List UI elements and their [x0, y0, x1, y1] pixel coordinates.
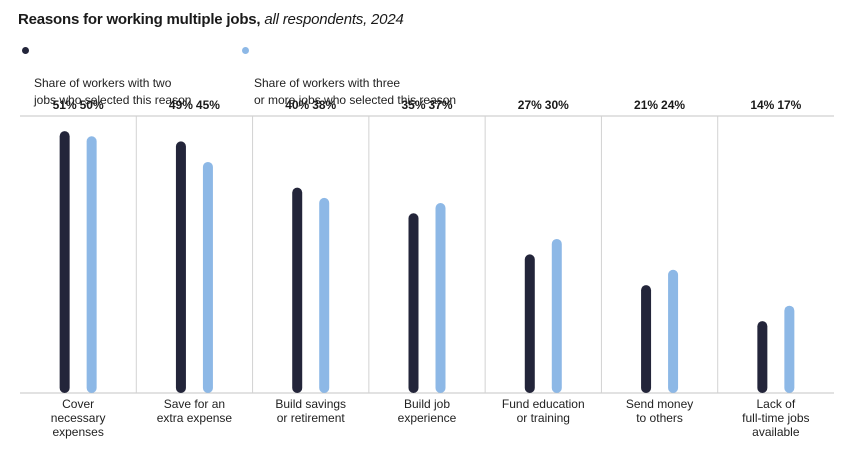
category-label: Build job experience [398, 397, 457, 425]
bar-three-plus-jobs [319, 197, 330, 393]
bar-two-jobs [524, 254, 535, 393]
bar-two-jobs [175, 141, 186, 393]
legend-label-two-jobs: Share of workers with two jobs who selec… [34, 76, 192, 107]
bar-three-plus-jobs [202, 161, 213, 393]
bar-three-plus-jobs [435, 203, 446, 393]
category-label-line: full-time jobs [742, 411, 809, 425]
legend-swatch-three-plus-jobs [242, 47, 249, 54]
data-label-two-jobs: 49% [169, 98, 193, 112]
category-label-line: or retirement [277, 411, 346, 425]
data-label-three-plus-jobs: 17% [777, 98, 801, 112]
category-label-line: Send money [626, 397, 693, 411]
data-label-three-plus-jobs: 30% [545, 98, 569, 112]
data-label-three-plus-jobs: 45% [196, 98, 220, 112]
category-label: Save for an extra expense [157, 397, 233, 425]
category-label-line: experience [398, 411, 457, 425]
category-label-line: Fund education [502, 397, 585, 411]
bar-two-jobs [59, 131, 70, 393]
bar-three-plus-jobs [86, 136, 97, 393]
category-label: Send money to others [626, 397, 693, 425]
chart-title-main: Reasons for working multiple jobs, [18, 11, 261, 28]
category-label-line: Build job [404, 397, 450, 411]
data-label-three-plus-jobs: 37% [428, 98, 452, 112]
category-label-line: Cover [62, 397, 94, 411]
legend-item-three-plus-jobs: Share of workers with three or more jobs… [242, 41, 457, 109]
bar-two-jobs [757, 321, 768, 393]
data-label-two-jobs: 40% [285, 98, 309, 112]
bar-three-plus-jobs [784, 305, 795, 393]
category-label-line: to others [636, 411, 683, 425]
category-label-line: or training [517, 411, 570, 425]
data-label-two-jobs: 51% [53, 98, 77, 112]
category-label-line: extra expense [157, 411, 233, 425]
data-label-two-jobs: 21% [634, 98, 658, 112]
category-label-line: Save for an [164, 397, 225, 411]
data-label-two-jobs: 27% [518, 98, 542, 112]
bar-three-plus-jobs [668, 269, 679, 393]
data-label-three-plus-jobs: 24% [661, 98, 685, 112]
category-label-line: expenses [52, 425, 103, 439]
category-label: Fund education or training [502, 397, 585, 425]
category-label-line: available [752, 425, 800, 439]
legend-label-three-plus-jobs: Share of workers with three or more jobs… [254, 76, 457, 107]
category-label: Cover necessary expenses [51, 397, 106, 439]
data-label-three-plus-jobs: 50% [80, 98, 104, 112]
category-label: Lack of full-time jobs available [742, 397, 809, 439]
category-label-line: Lack of [757, 397, 796, 411]
data-label-two-jobs: 14% [750, 98, 774, 112]
data-label-three-plus-jobs: 38% [312, 98, 336, 112]
chart-title: Reasons for working multiple jobs, all r… [18, 11, 404, 28]
category-label-line: Build savings [275, 397, 346, 411]
chart-subtitle: all respondents, 2024 [264, 11, 404, 28]
legend-item-two-jobs: Share of workers with two jobs who selec… [22, 41, 192, 109]
category-label-line: necessary [51, 411, 106, 425]
data-label-two-jobs: 35% [401, 98, 425, 112]
bar-three-plus-jobs [551, 238, 562, 393]
category-label: Build savings or retirement [275, 397, 346, 425]
legend-swatch-two-jobs [22, 47, 29, 54]
bar-two-jobs [408, 213, 419, 393]
bar-two-jobs [641, 285, 652, 393]
bar-two-jobs [292, 187, 303, 393]
